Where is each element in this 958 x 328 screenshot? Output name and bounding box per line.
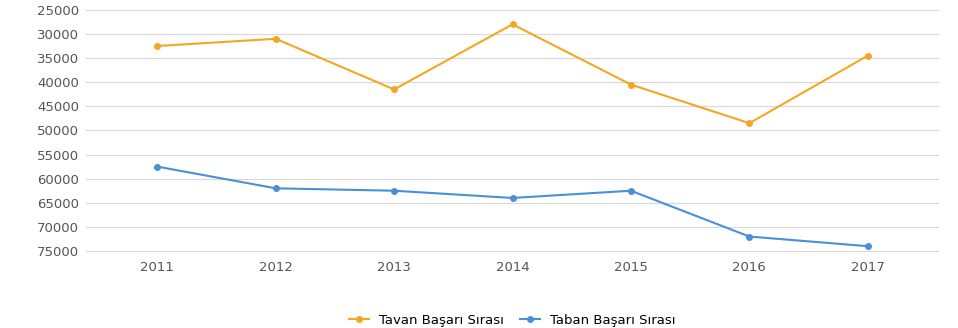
Tavan Başarı Sırası [151, 44, 163, 48]
Taban Başarı Sırası [626, 189, 637, 193]
Tavan Başarı Sırası [507, 22, 518, 26]
Tavan Başarı Sırası [862, 54, 874, 58]
Taban Başarı Sırası [507, 196, 518, 200]
Tavan Başarı Sırası [388, 88, 399, 92]
Tavan Başarı Sırası [743, 121, 755, 125]
Legend: Tavan Başarı Sırası, Taban Başarı Sırası: Tavan Başarı Sırası, Taban Başarı Sırası [342, 307, 683, 328]
Tavan Başarı Sırası [270, 37, 282, 41]
Line: Taban Başarı Sırası: Taban Başarı Sırası [154, 164, 871, 249]
Taban Başarı Sırası [743, 235, 755, 238]
Taban Başarı Sırası [151, 165, 163, 169]
Taban Başarı Sırası [388, 189, 399, 193]
Taban Başarı Sırası [862, 244, 874, 248]
Taban Başarı Sırası [270, 186, 282, 190]
Line: Tavan Başarı Sırası: Tavan Başarı Sırası [154, 22, 871, 126]
Tavan Başarı Sırası [626, 83, 637, 87]
